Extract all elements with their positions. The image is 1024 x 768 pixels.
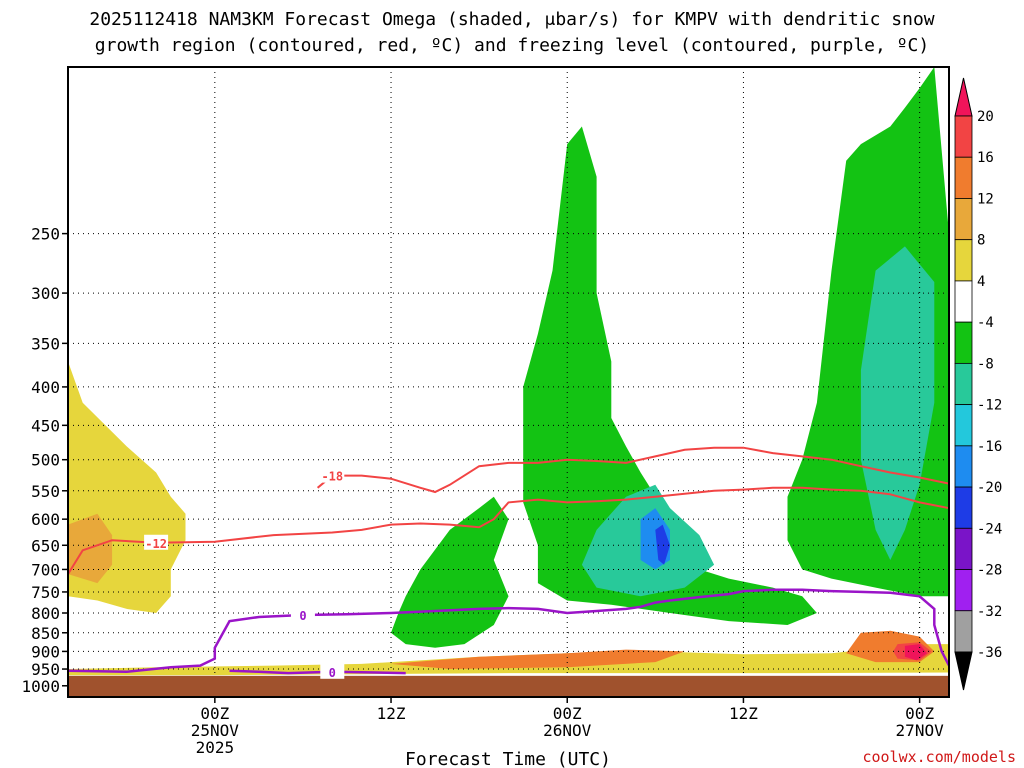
terrain-fill: [68, 675, 949, 697]
y-tick-label-550: 550: [31, 482, 60, 501]
dgz-label-1-bg: [144, 534, 169, 550]
freezing-label-0: 0: [299, 609, 306, 623]
colorbar-segment-7: [954, 362, 973, 406]
x-tick-label-48-1: 00Z: [905, 704, 934, 723]
omega-region-magenta-core: [904, 644, 927, 661]
colorbar-segment-13: [954, 610, 973, 653]
colorbar: 20 16 12 8 4 -4 -8 -12 -16 -20 -24 -28 -32 -36: [954, 77, 1002, 691]
freezing-label-1: 0: [329, 666, 336, 680]
y-tick-label-350: 350: [31, 334, 60, 353]
omega-region-warm-low-band-orange: [391, 649, 685, 669]
y-tick-label-250: 250: [31, 225, 60, 244]
y-tick-label-900: 900: [31, 642, 60, 661]
colorbar-label-8: -16: [977, 439, 1002, 455]
x-tick-label-0-3: 2025: [196, 738, 235, 757]
x-tick-label-48-2: 27NOV: [896, 721, 945, 740]
y-axis: 2503003504004505005506006507007508008509…: [21, 225, 68, 696]
colorbar-segment-6: [954, 321, 973, 364]
colorbar-segment-1: [954, 115, 973, 158]
chart-title-line1: 2025112418 NAM3KM Forecast Omega (shaded…: [89, 9, 934, 30]
colorbar-label-5: -4: [977, 315, 994, 331]
freezing-label-0-bg: [290, 607, 315, 623]
x-axis-label: Forecast Time (UTC): [405, 749, 611, 768]
dgz-label-0-bg: [320, 467, 345, 483]
colorbar-segment-8: [954, 404, 973, 447]
x-tick-label-24-1: 00Z: [553, 704, 582, 723]
chart-title-line2: growth region (contoured, red, ºC) and f…: [95, 35, 929, 56]
colorbar-label-13: -36: [977, 645, 1002, 661]
y-tick-label-600: 600: [31, 510, 60, 529]
plot-frame: [67, 66, 950, 698]
omega-region-teal-right: [860, 246, 935, 560]
colorbar-label-4: 4: [977, 274, 985, 290]
x-tick-label-0-1: 00Z: [200, 704, 229, 723]
x-tick-label-0-2: 25NOV: [191, 721, 240, 740]
colorbar-segment-11: [954, 527, 973, 570]
dgz-label-1: -12: [145, 537, 167, 551]
y-tick-label-1000: 1000: [21, 677, 60, 696]
dgz-label-0: -18: [321, 470, 343, 484]
y-tick-label-400: 400: [31, 378, 60, 397]
colorbar-label-3: 8: [977, 233, 985, 249]
colorbar-label-11: -28: [977, 563, 1002, 579]
colorbar-bottom-triangle: [954, 651, 973, 691]
colorbar-label-10: -24: [977, 521, 1002, 537]
colorbar-segment-5: [954, 280, 973, 323]
colorbar-label-7: -12: [977, 398, 1002, 414]
x-tick-label-12-1: 12Z: [377, 704, 406, 723]
colorbar-segment-12: [954, 569, 973, 612]
freezing-label-1-bg: [320, 663, 345, 679]
colorbar-label-0: 20: [977, 109, 994, 125]
omega-region-blue-core: [655, 524, 670, 565]
dgz-contour-0: [316, 446, 949, 494]
y-tick-label-850: 850: [31, 624, 60, 643]
x-tick-label-24-2: 26NOV: [543, 721, 592, 740]
colorbar-top-triangle: [954, 77, 973, 117]
y-tick-label-750: 750: [31, 583, 60, 602]
colorbar-segment-2: [954, 156, 973, 199]
colorbar-label-2: 12: [977, 191, 994, 207]
plot-content: -18 -12 0 0: [68, 67, 949, 697]
colorbar-segment-3: [954, 198, 973, 241]
y-tick-label-650: 650: [31, 536, 60, 555]
colorbar-segment-4: [954, 239, 973, 282]
y-tick-label-300: 300: [31, 284, 60, 303]
credit-text: coolwx.com/models: [862, 748, 1016, 766]
plot-area: -18 -12 0 0: [68, 67, 949, 697]
y-tick-label-450: 450: [31, 416, 60, 435]
freezing-contour-0: [68, 588, 949, 674]
colorbar-segment-10: [954, 486, 973, 529]
dgz-contour-1: [68, 486, 949, 575]
colorbar-label-6: -8: [977, 356, 994, 372]
y-tick-label-700: 700: [31, 560, 60, 579]
y-tick-label-800: 800: [31, 604, 60, 623]
y-tick-label-950: 950: [31, 660, 60, 679]
colorbar-label-12: -32: [977, 604, 1002, 620]
colorbar-segment-9: [954, 445, 973, 488]
freezing-contour-1: [229, 669, 406, 675]
x-tick-label-36-1: 12Z: [729, 704, 758, 723]
colorbar-label-9: -20: [977, 480, 1002, 496]
colorbar-label-1: 16: [977, 150, 994, 166]
y-tick-label-500: 500: [31, 451, 60, 470]
